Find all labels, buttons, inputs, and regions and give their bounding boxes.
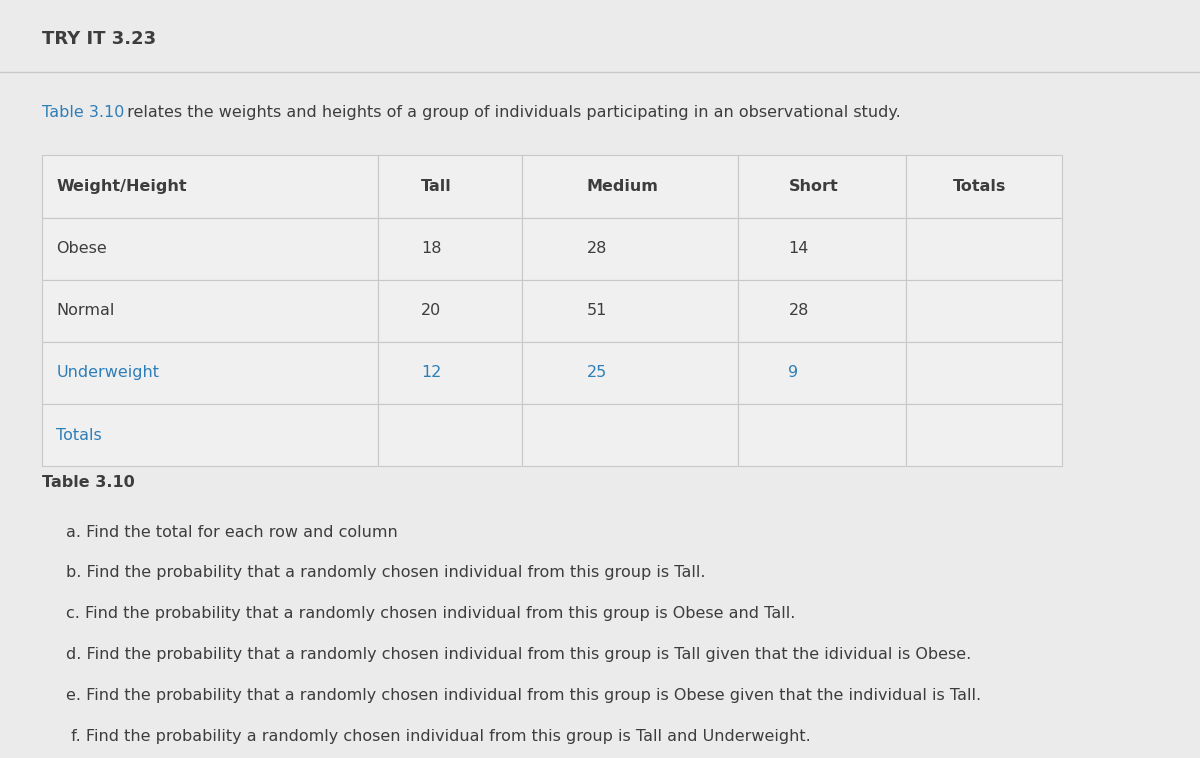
Text: Underweight: Underweight <box>56 365 160 381</box>
Text: 20: 20 <box>421 303 442 318</box>
Text: Totals: Totals <box>56 428 102 443</box>
Text: 14: 14 <box>788 241 809 256</box>
Text: d. Find the probability that a randomly chosen individual from this group is Tal: d. Find the probability that a randomly … <box>66 647 971 662</box>
FancyBboxPatch shape <box>378 218 522 280</box>
FancyBboxPatch shape <box>378 342 522 404</box>
Text: TRY IT 3.23: TRY IT 3.23 <box>42 30 156 49</box>
FancyBboxPatch shape <box>906 155 1062 218</box>
Text: b. Find the probability that a randomly chosen individual from this group is Tal: b. Find the probability that a randomly … <box>66 565 706 581</box>
Text: Weight/Height: Weight/Height <box>56 179 187 194</box>
Text: 25: 25 <box>587 365 607 381</box>
Text: 18: 18 <box>421 241 442 256</box>
FancyBboxPatch shape <box>42 155 378 218</box>
Text: f. Find the probability a randomly chosen individual from this group is Tall and: f. Find the probability a randomly chose… <box>66 729 811 744</box>
Text: 28: 28 <box>788 303 809 318</box>
FancyBboxPatch shape <box>42 342 378 404</box>
FancyBboxPatch shape <box>522 342 738 404</box>
Text: Normal: Normal <box>56 303 115 318</box>
FancyBboxPatch shape <box>522 155 738 218</box>
Text: Short: Short <box>788 179 838 194</box>
Text: Tall: Tall <box>421 179 452 194</box>
FancyBboxPatch shape <box>906 342 1062 404</box>
Text: Medium: Medium <box>587 179 659 194</box>
Text: e. Find the probability that a randomly chosen individual from this group is Obe: e. Find the probability that a randomly … <box>66 688 982 703</box>
Text: 28: 28 <box>587 241 607 256</box>
FancyBboxPatch shape <box>378 155 522 218</box>
FancyBboxPatch shape <box>378 280 522 342</box>
FancyBboxPatch shape <box>738 155 906 218</box>
Text: c. Find the probability that a randomly chosen individual from this group is Obe: c. Find the probability that a randomly … <box>66 606 796 622</box>
FancyBboxPatch shape <box>378 404 522 466</box>
FancyBboxPatch shape <box>738 342 906 404</box>
Text: Obese: Obese <box>56 241 107 256</box>
FancyBboxPatch shape <box>738 280 906 342</box>
Text: 12: 12 <box>421 365 442 381</box>
FancyBboxPatch shape <box>738 404 906 466</box>
FancyBboxPatch shape <box>522 218 738 280</box>
Text: relates the weights and heights of a group of individuals participating in an ob: relates the weights and heights of a gro… <box>122 105 901 120</box>
FancyBboxPatch shape <box>906 218 1062 280</box>
FancyBboxPatch shape <box>906 404 1062 466</box>
FancyBboxPatch shape <box>522 280 738 342</box>
FancyBboxPatch shape <box>738 218 906 280</box>
Text: Table 3.10: Table 3.10 <box>42 105 125 120</box>
FancyBboxPatch shape <box>522 404 738 466</box>
Text: a. Find the total for each row and column: a. Find the total for each row and colum… <box>66 525 397 540</box>
FancyBboxPatch shape <box>906 280 1062 342</box>
Text: 51: 51 <box>587 303 607 318</box>
Text: Table 3.10: Table 3.10 <box>42 475 134 490</box>
FancyBboxPatch shape <box>42 404 378 466</box>
FancyBboxPatch shape <box>42 280 378 342</box>
FancyBboxPatch shape <box>42 218 378 280</box>
Text: Totals: Totals <box>953 179 1006 194</box>
Text: 9: 9 <box>788 365 798 381</box>
